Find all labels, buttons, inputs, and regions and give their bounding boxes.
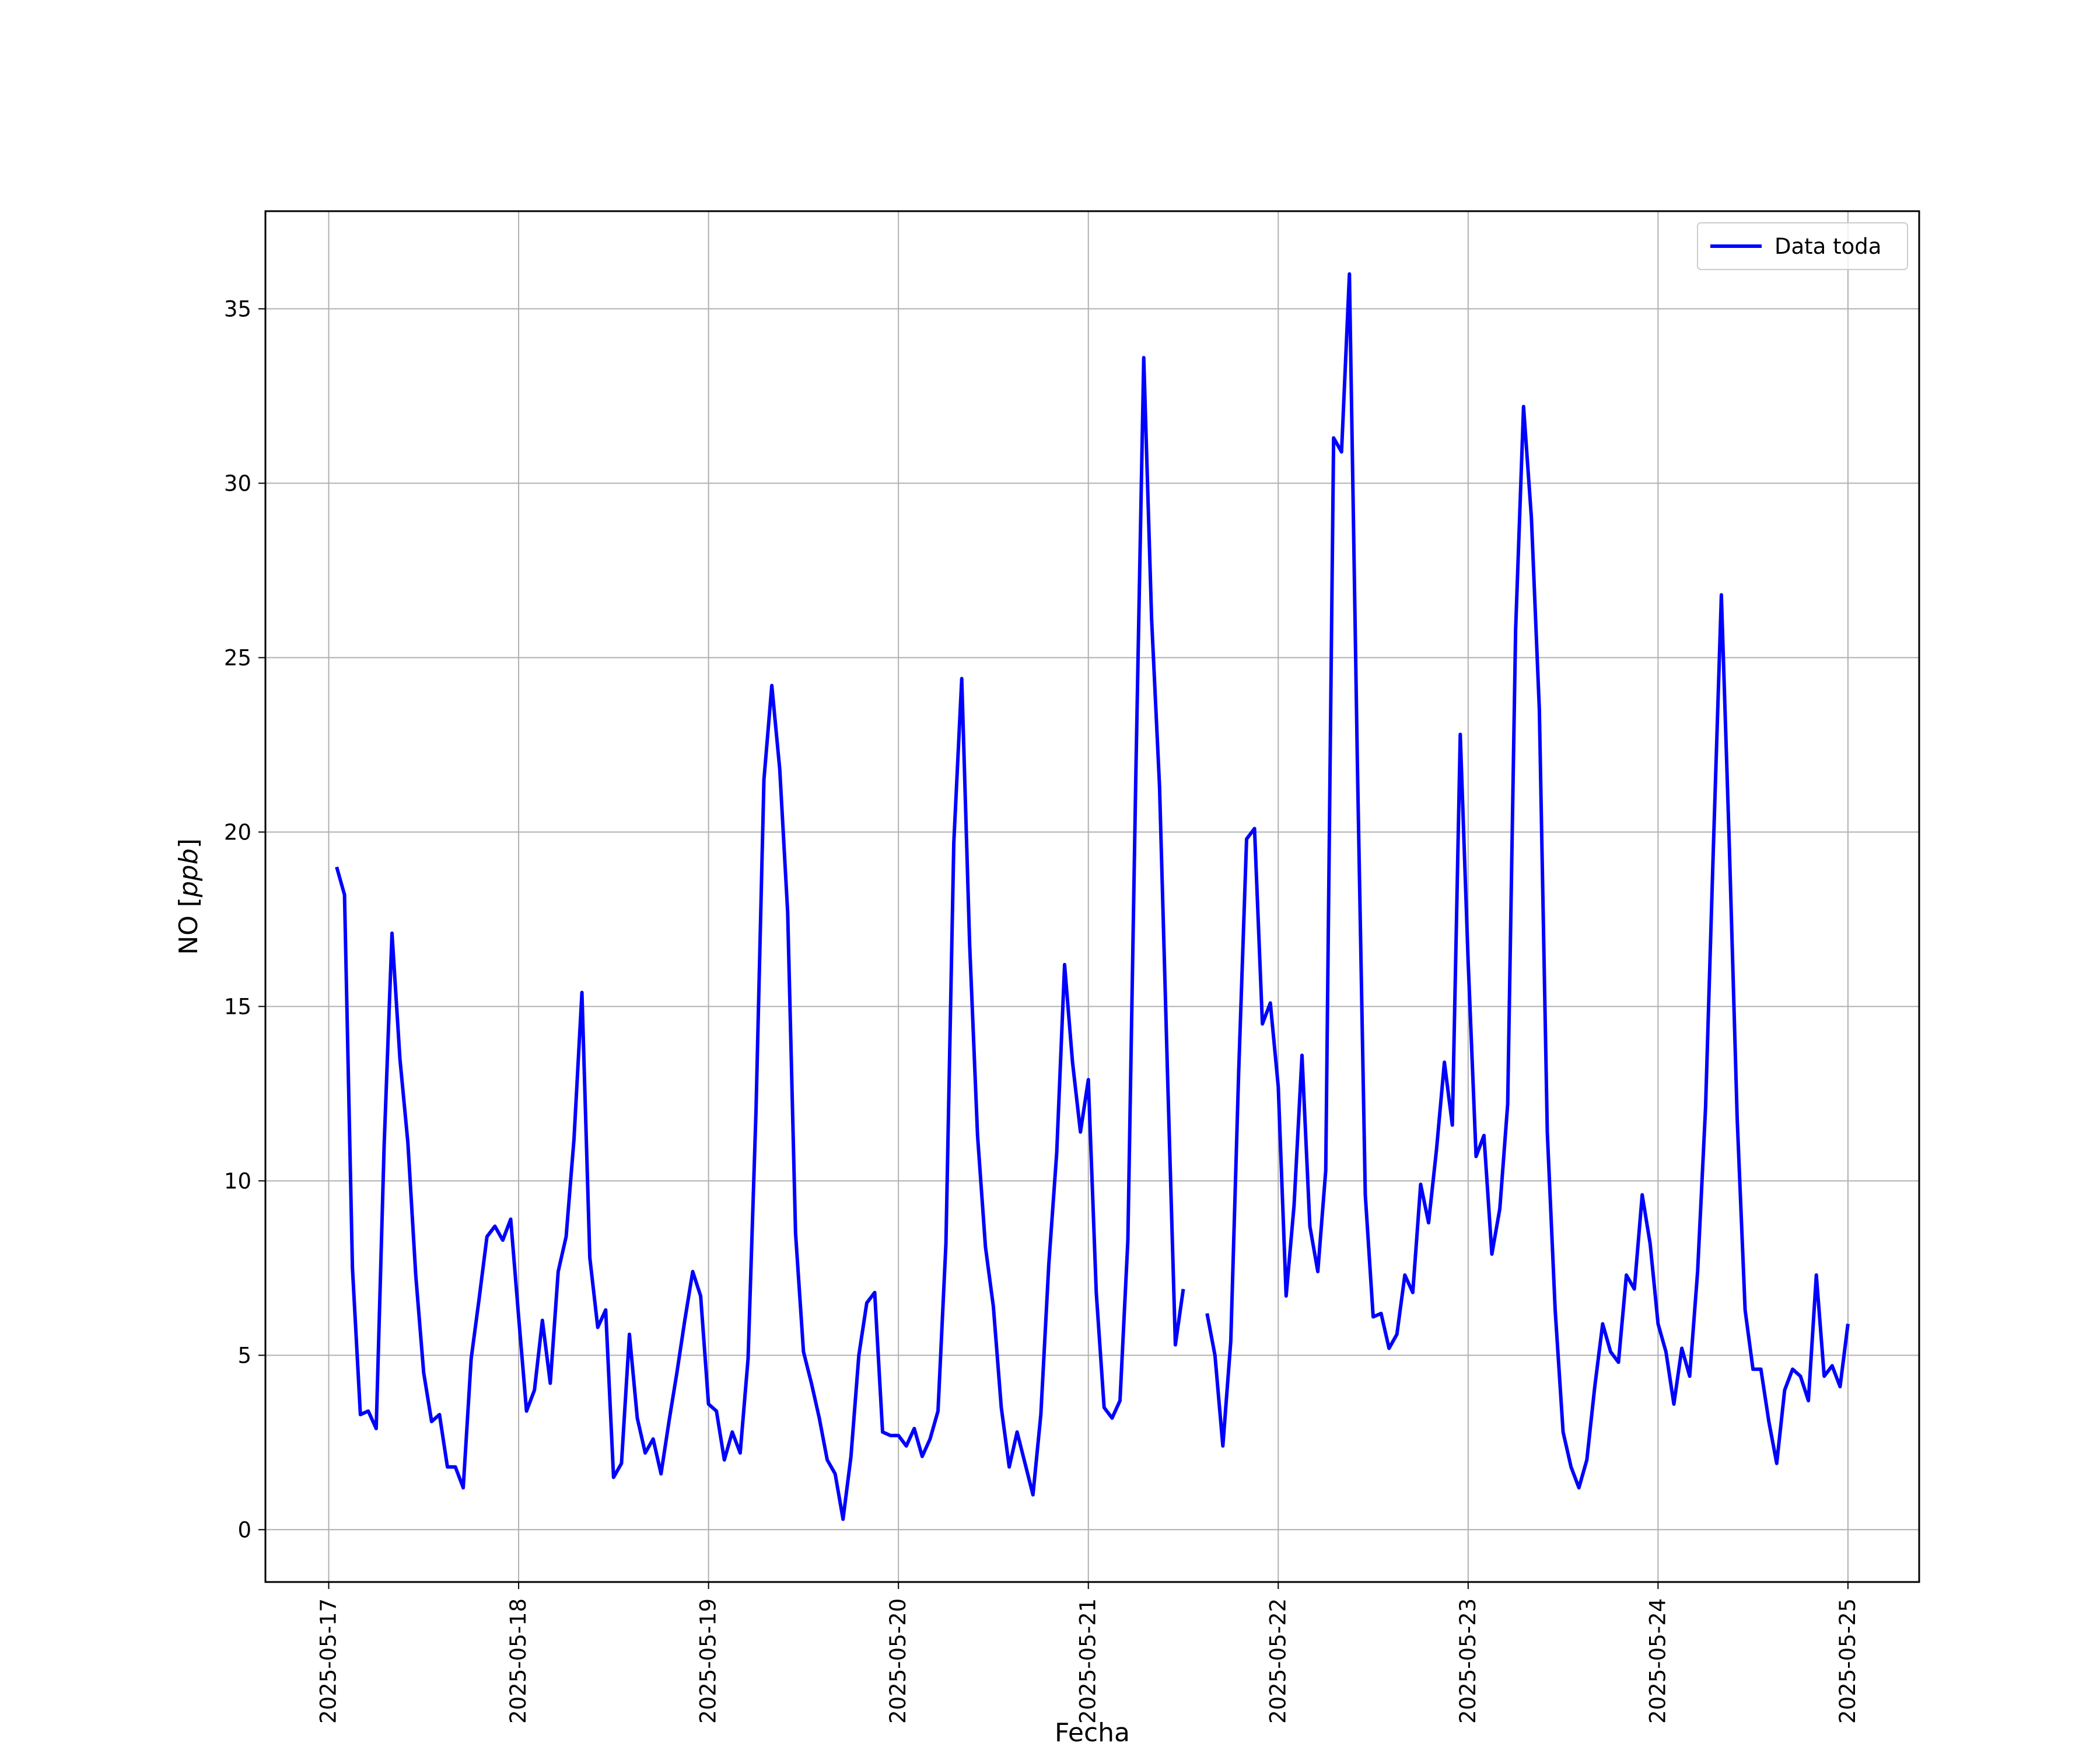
- y-tick-label: 0: [237, 1517, 251, 1542]
- y-tick-label: 35: [224, 296, 251, 321]
- x-tick-label: 2025-05-17: [316, 1598, 341, 1724]
- x-tick-label: 2025-05-19: [696, 1598, 721, 1724]
- y-axis-ticks: 0 5 10 15 20 25 30 35: [224, 296, 265, 1542]
- series-line: [335, 356, 1185, 1521]
- y-tick-label: 30: [224, 471, 251, 496]
- x-tick-label: 2025-05-23: [1455, 1598, 1480, 1724]
- x-axis-ticks: 2025-05-17 2025-05-18 2025-05-19 2025-05-20…: [316, 1582, 1860, 1724]
- y-axis-unit-close: ]: [174, 838, 204, 848]
- y-tick-label: 15: [224, 994, 251, 1019]
- y-axis-title: NO [ppb]: [174, 838, 204, 955]
- x-tick-label: 2025-05-20: [886, 1598, 911, 1724]
- plot-frame: [264, 210, 1920, 1583]
- y-tick-label: 5: [237, 1343, 251, 1368]
- x-tick-label: 2025-05-22: [1265, 1598, 1290, 1724]
- series-line: [1205, 272, 1850, 1490]
- y-tick-label: 20: [224, 820, 251, 845]
- grid: [265, 211, 1919, 1582]
- x-tick-label: 2025-05-25: [1835, 1598, 1860, 1724]
- y-tick-label: 25: [224, 645, 251, 670]
- x-tick-label: 2025-05-18: [506, 1598, 531, 1724]
- x-axis-title: Fecha: [1055, 1718, 1130, 1748]
- legend: Data toda: [1697, 222, 1908, 270]
- y-axis-unit-open: [: [174, 897, 204, 907]
- legend-entry-data-toda: Data toda: [1774, 234, 1881, 259]
- y-axis-quantity: NO: [174, 915, 204, 955]
- y-tick-label: 10: [224, 1168, 251, 1194]
- x-tick-label: 2025-05-24: [1645, 1598, 1670, 1724]
- x-tick-label: 2025-05-21: [1076, 1598, 1101, 1724]
- legend-box: [1697, 222, 1908, 270]
- y-axis-unit: ppb: [174, 848, 204, 898]
- plot-lines: [335, 272, 1850, 1521]
